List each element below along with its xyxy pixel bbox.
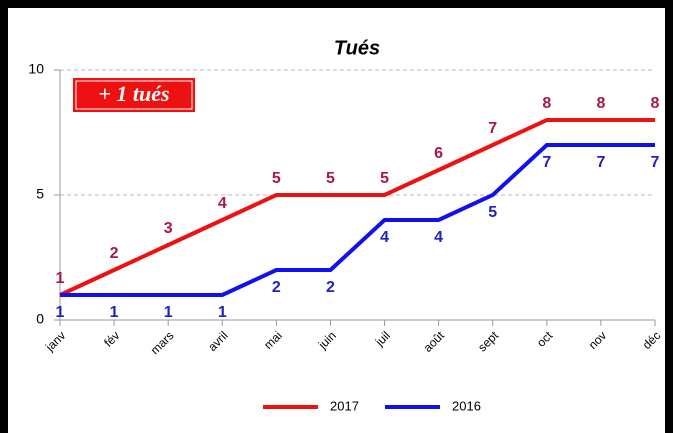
data-label: 3 <box>164 220 173 237</box>
data-label: 4 <box>380 229 389 246</box>
data-label: 1 <box>110 304 119 321</box>
annotation-box <box>73 78 195 112</box>
data-label: 5 <box>488 204 497 221</box>
data-label: 5 <box>326 170 335 187</box>
chart-title: Tués <box>334 37 380 59</box>
annotation-border <box>75 80 193 110</box>
data-label: 7 <box>651 154 660 171</box>
data-label: 1 <box>56 304 65 321</box>
data-label: 4 <box>218 195 227 212</box>
data-label: 1 <box>218 304 227 321</box>
data-label: 2 <box>272 279 281 296</box>
data-label: 2 <box>326 279 335 296</box>
data-label: 2 <box>110 245 119 262</box>
background <box>8 8 665 433</box>
y-tick-label: 5 <box>36 186 44 202</box>
data-label: 7 <box>488 120 497 137</box>
data-label: 8 <box>596 95 605 112</box>
y-tick-label: 0 <box>36 311 44 327</box>
data-label: 6 <box>434 145 443 162</box>
data-label: 1 <box>56 270 65 287</box>
series-line <box>60 143 655 297</box>
data-label: 5 <box>380 170 389 187</box>
annotation: + 1 tués <box>98 81 169 106</box>
data-label: 7 <box>596 154 605 171</box>
legend-label: 2016 <box>452 398 481 413</box>
data-label: 7 <box>542 154 551 171</box>
series-line <box>59 118 655 297</box>
legend-label: 2017 <box>330 398 359 413</box>
y-tick-label: 10 <box>28 61 44 77</box>
data-label: 5 <box>272 170 281 187</box>
data-label: 8 <box>651 95 660 112</box>
data-label: 1 <box>164 304 173 321</box>
data-label: 8 <box>542 95 551 112</box>
data-label: 4 <box>434 229 443 246</box>
